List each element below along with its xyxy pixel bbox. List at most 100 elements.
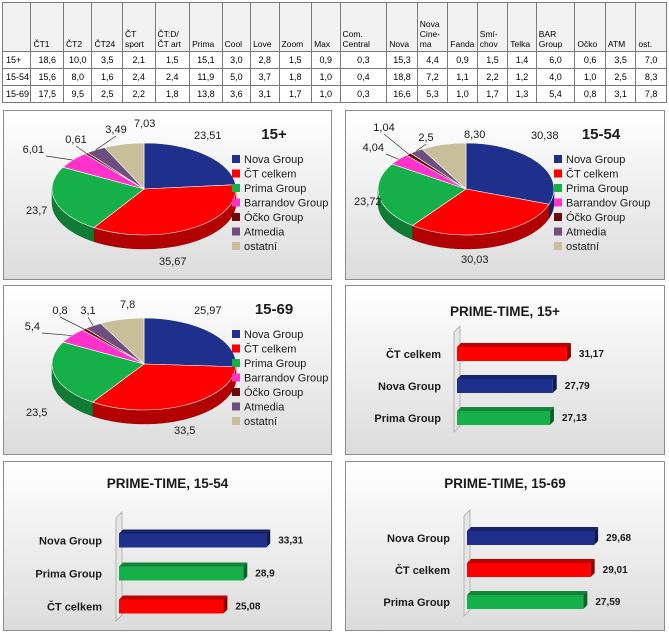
- chart-title: PRIME-TIME, 15-54: [107, 476, 229, 491]
- table-cell: 2,8: [250, 51, 280, 69]
- category-label: Prima Group: [35, 569, 102, 581]
- table-row-label: 15-54: [1, 68, 32, 86]
- chart-title: 15-69: [255, 301, 293, 318]
- chart-title: 15-54: [582, 126, 621, 143]
- table-cell: 1,7: [278, 85, 313, 103]
- chart-title: PRIME-TIME, 15-69: [444, 476, 566, 491]
- legend-swatch: [232, 213, 240, 221]
- table-cell: 1,4: [507, 51, 537, 69]
- legend-swatch: [554, 184, 562, 192]
- pie-value-label: 4,04: [363, 142, 384, 154]
- bar: [119, 599, 224, 614]
- table-header-cell: ČT1: [30, 2, 64, 52]
- table-cell: 10,0: [62, 51, 93, 69]
- pie-chart: 25,97 33,5 23,5 5,4 0,8 3,1 7,8 15-69 Nova Group…: [25, 299, 329, 437]
- pie-value-label: 33,5: [174, 425, 195, 437]
- pie-value-label: 35,67: [159, 256, 187, 268]
- table-cell: 1,0: [574, 68, 606, 86]
- legend-swatch: [232, 402, 240, 411]
- bar-chart: PRIME-TIME, 15-69 Nova Group 29,68 ČT celke…: [383, 476, 632, 617]
- table-header-cell: Love: [250, 2, 280, 52]
- legend-label: Óčko Group: [244, 386, 303, 399]
- pie-value-label: 30,03: [461, 254, 489, 266]
- bar-side: [549, 407, 554, 425]
- table-cell: 1,0: [311, 68, 341, 86]
- table-cell: 1,7: [476, 85, 509, 103]
- table-cell: 0,3: [339, 85, 388, 103]
- legend-swatch: [232, 169, 240, 178]
- legend-swatch: [232, 373, 240, 382]
- table-cell: 4,4: [416, 51, 449, 69]
- table-cell: 18,6: [30, 51, 64, 69]
- table-cell: 3,5: [604, 51, 637, 69]
- pie-leader-line: [383, 133, 409, 155]
- table-cell: 3,1: [250, 85, 280, 103]
- bar: [457, 347, 567, 361]
- table-cell: 8,3: [635, 68, 667, 86]
- table-cell: 1,0: [311, 85, 341, 103]
- legend-swatch: [232, 198, 240, 207]
- table-cell: 2,2: [476, 68, 509, 86]
- bar-value-label: 25,08: [235, 602, 260, 613]
- legend-swatch: [232, 344, 240, 353]
- table-header-cell: ost.: [635, 2, 667, 52]
- table-cell: 5,0: [221, 68, 252, 86]
- table-cell: 16,6: [386, 85, 418, 103]
- table-cell: 5,4: [535, 85, 576, 103]
- pie-slice: [93, 184, 237, 236]
- table-header-cell: Nova Cine-ma: [416, 2, 449, 52]
- legend-swatch: [554, 227, 562, 236]
- table-cell: 0,9: [311, 51, 341, 69]
- table-cell: 3,5: [91, 51, 123, 69]
- table-header-cell: Prima: [189, 2, 223, 52]
- pie-slice: [421, 142, 467, 190]
- table-cell: 13,8: [189, 85, 223, 103]
- legend-swatch: [232, 359, 240, 367]
- table-cell: 0,3: [339, 51, 388, 69]
- pie-slice: [51, 166, 145, 228]
- table-cell: 2,5: [604, 68, 637, 86]
- bar-side: [590, 559, 595, 577]
- category-label: Nova Group: [387, 533, 450, 545]
- table-cell: 3,0: [221, 51, 252, 69]
- legend-label: Barrandov Group: [244, 198, 328, 210]
- table-cell: 2,1: [121, 51, 156, 69]
- pie-slice: [143, 142, 236, 190]
- pie-value-label: 0,61: [65, 134, 86, 146]
- legend-label: ČT celkem: [244, 168, 296, 181]
- legend-swatch: [554, 169, 562, 178]
- table-cell: 15,3: [386, 51, 418, 69]
- legend-label: Atmedia: [244, 402, 285, 414]
- pie-value-label: 30,38: [531, 130, 559, 142]
- category-label: Prima Group: [374, 413, 441, 425]
- legend-label: ČT celkem: [244, 343, 296, 356]
- table-header-cell: Smí-chov: [476, 2, 509, 52]
- bar: [467, 563, 591, 577]
- legend-label: Barrandov Group: [244, 373, 328, 385]
- pie-slice: [411, 188, 550, 236]
- table-cell: 2,4: [121, 68, 156, 86]
- bar-value-label: 28,9: [255, 569, 275, 580]
- table-row-label: 15+: [1, 51, 32, 69]
- pie-slice: [51, 341, 145, 403]
- legend-label: Prima Group: [244, 183, 306, 195]
- bar-top: [467, 591, 588, 595]
- bar-top: [467, 559, 595, 563]
- pie-slice: [91, 363, 237, 411]
- table-cell: 1,8: [154, 85, 191, 103]
- legend-swatch: [232, 242, 240, 250]
- legend-swatch: [232, 330, 240, 338]
- table-cell: 0,8: [574, 85, 606, 103]
- bar-top: [119, 595, 228, 600]
- pie-value-label: 3,1: [80, 305, 95, 317]
- pie-value-label: 1,04: [373, 122, 394, 134]
- pie-value-label: 7,8: [120, 299, 135, 311]
- bar-chart: PRIME-TIME, 15-54 Nova Group 33,31 Prima Gr…: [35, 476, 304, 622]
- table-cell: 15,1: [189, 51, 223, 69]
- pie-leader-line: [87, 316, 94, 326]
- pie-value-label: 23,51: [194, 130, 222, 142]
- legend-swatch: [232, 417, 240, 425]
- table-cell: 9,5: [62, 85, 93, 103]
- pie-value-label: 23,7: [26, 205, 47, 217]
- legend-label: ostatní: [566, 241, 599, 253]
